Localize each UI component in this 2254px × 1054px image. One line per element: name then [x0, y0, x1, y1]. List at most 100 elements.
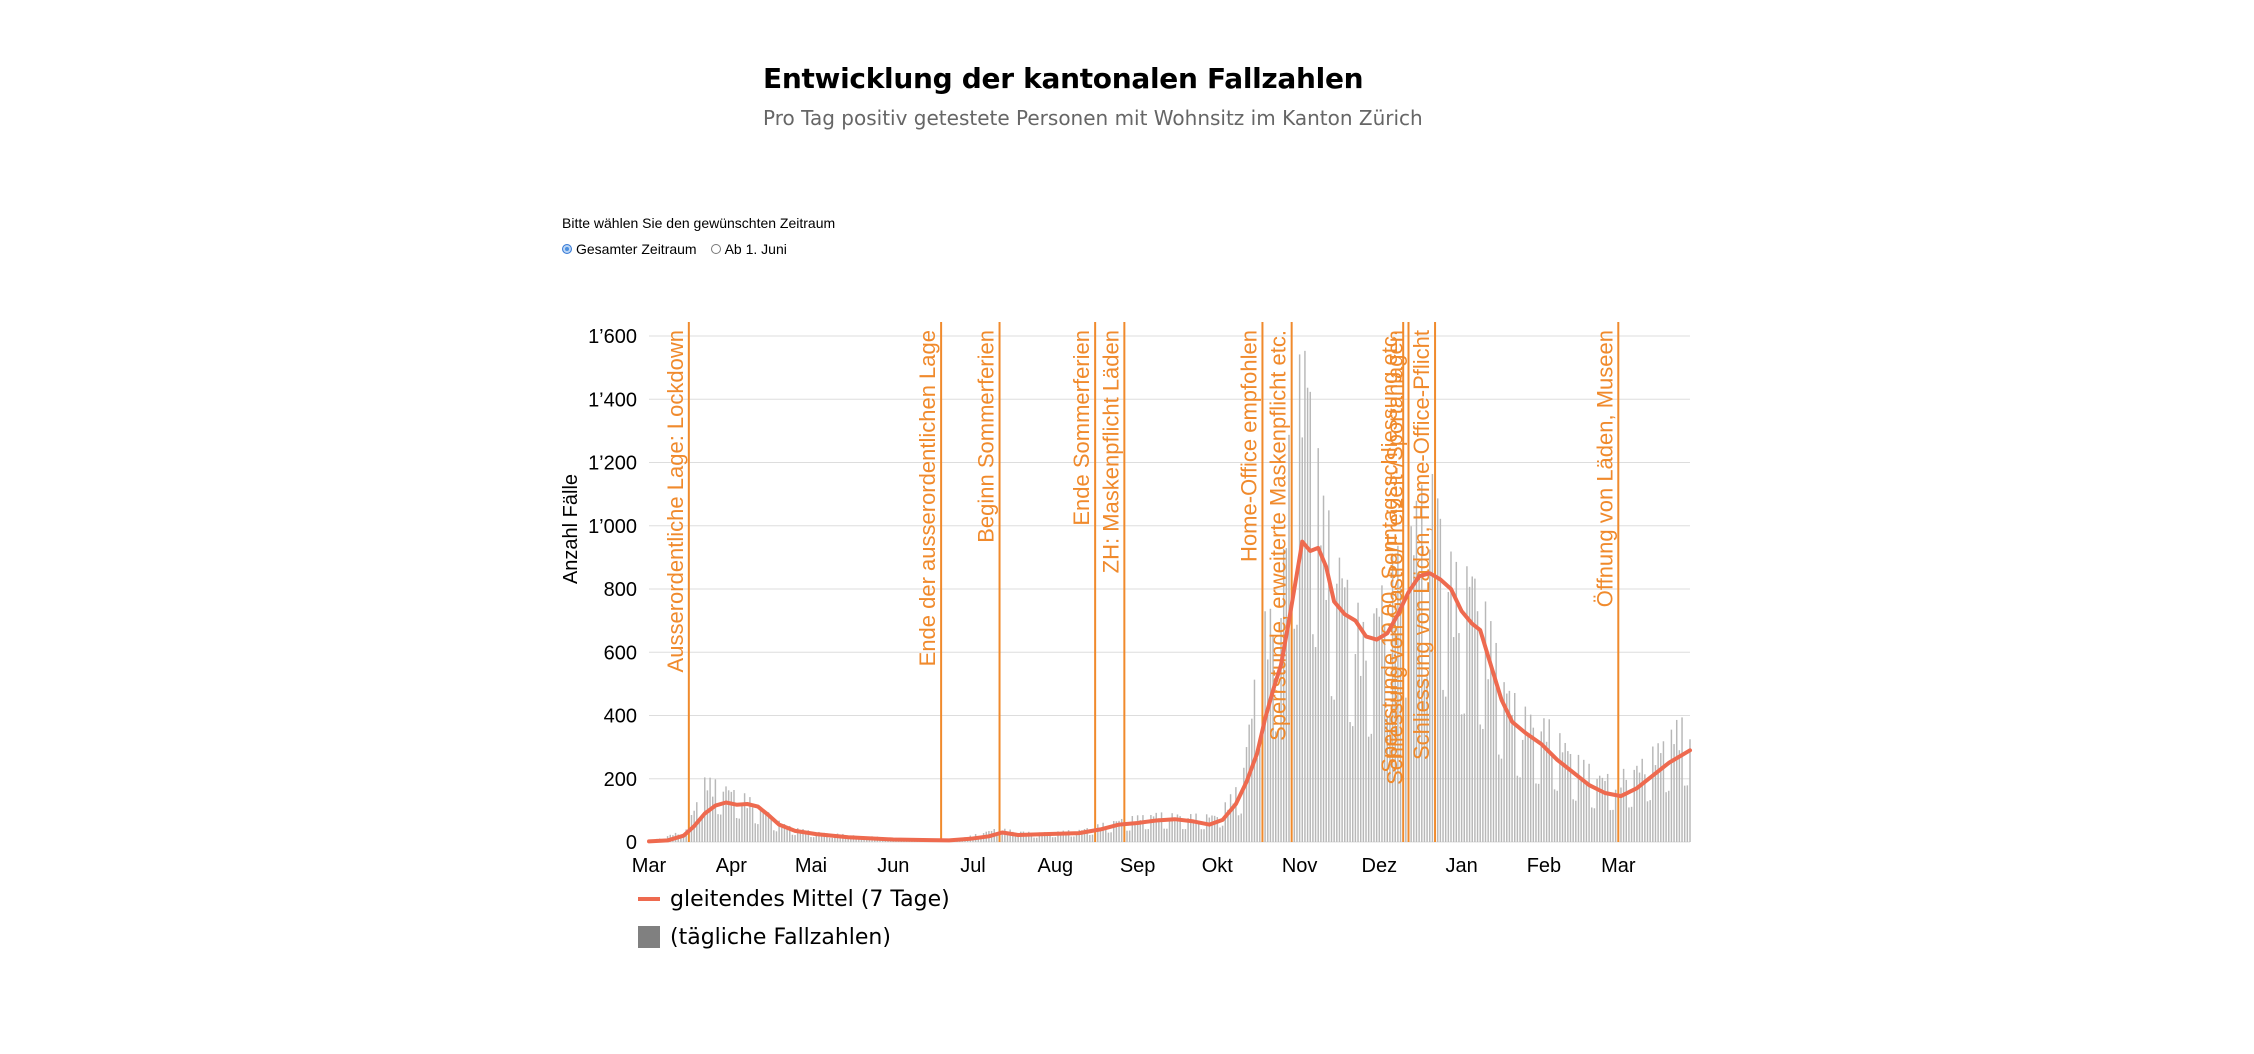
y-tick-label: 1’200	[588, 453, 637, 475]
daily-bar	[1073, 836, 1075, 842]
daily-bar	[1675, 719, 1678, 842]
legend-item-line: gleitendes Mittel (7 Tage)	[638, 880, 950, 918]
daily-bar	[1503, 682, 1505, 842]
daily-bar	[735, 818, 738, 842]
daily-bar	[1375, 608, 1378, 842]
daily-bar	[1399, 588, 1402, 842]
daily-bar	[1089, 834, 1091, 842]
daily-bar	[743, 793, 746, 842]
daily-bar	[1256, 758, 1258, 842]
daily-bar	[730, 791, 733, 842]
daily-bar	[1075, 831, 1078, 842]
daily-bar	[1091, 834, 1094, 842]
annotation-label: ZH: Maskenpflicht Läden	[1098, 330, 1123, 573]
daily-bar	[1325, 599, 1327, 842]
daily-bar	[1245, 747, 1248, 842]
daily-bar	[706, 790, 709, 842]
annotation-label: Home-Office empfohlen	[1236, 330, 1261, 562]
radio-button-full-range[interactable]	[562, 244, 572, 254]
daily-bar	[1381, 585, 1383, 842]
daily-bar	[818, 831, 820, 842]
daily-bar	[1683, 785, 1686, 842]
daily-bar	[1205, 814, 1208, 842]
annotation-label: Beginn Sommerferien	[974, 330, 999, 543]
annotation-label: Sperrstunde 19.00, Sonntagsschliessung e…	[1377, 330, 1402, 773]
daily-bar	[1155, 812, 1157, 842]
daily-bar	[1580, 777, 1582, 842]
daily-bar	[1131, 816, 1134, 842]
daily-bar	[1495, 642, 1497, 842]
daily-bar	[1322, 495, 1325, 842]
daily-bar	[1107, 832, 1110, 842]
daily-bar	[733, 789, 735, 842]
daily-bar	[1429, 549, 1431, 842]
daily-bar	[1099, 828, 1102, 842]
daily-bar	[1025, 832, 1027, 842]
daily-bar	[1394, 620, 1396, 842]
daily-bar	[1330, 696, 1333, 842]
daily-bar	[1211, 815, 1213, 842]
daily-bar	[1208, 817, 1211, 842]
daily-bar	[1336, 583, 1338, 842]
daily-bar	[1657, 743, 1659, 842]
x-tick-label: Jan	[1445, 855, 1477, 877]
y-tick-label: 400	[604, 706, 637, 728]
daily-bar	[1306, 387, 1309, 842]
annotation-label: Ende Sommerferien	[1069, 330, 1094, 526]
daily-bar	[1174, 817, 1176, 842]
y-tick-label: 1’000	[588, 516, 637, 538]
daily-bar	[980, 837, 982, 842]
daily-bar	[1086, 828, 1088, 842]
daily-bar	[1678, 750, 1681, 842]
daily-bar	[1184, 829, 1187, 842]
daily-bar	[1373, 613, 1375, 842]
daily-bar	[1468, 586, 1471, 842]
daily-bar	[1221, 825, 1224, 842]
daily-bar	[1670, 729, 1673, 842]
daily-bar	[799, 830, 802, 842]
daily-bar	[1314, 647, 1317, 842]
radio-option-from-june[interactable]: Ab 1. Juni	[710, 241, 787, 257]
daily-bar	[1041, 834, 1043, 842]
radio-option-full-range[interactable]: Gesamter Zeitraum	[562, 241, 697, 257]
daily-bar	[1559, 733, 1561, 842]
daily-bar	[1359, 675, 1362, 842]
legend-label-line: gleitendes Mittel (7 Tage)	[670, 886, 950, 912]
daily-bar	[1269, 608, 1272, 842]
daily-bar	[1450, 551, 1452, 842]
daily-bar	[1219, 827, 1221, 842]
daily-bar	[1142, 815, 1144, 842]
daily-bar	[1652, 746, 1654, 842]
daily-bar	[820, 833, 823, 842]
daily-bar	[1513, 693, 1516, 842]
legend-item-bars: (tägliche Fallzahlen)	[638, 918, 950, 956]
chart-title: Entwicklung der kantonalen Fallzahlen	[763, 62, 1364, 95]
daily-bar	[1442, 689, 1444, 842]
daily-bar	[789, 825, 791, 842]
y-tick-label: 600	[604, 642, 637, 664]
daily-bar	[1540, 731, 1543, 842]
daily-bar	[1458, 633, 1460, 842]
daily-bar	[701, 815, 703, 842]
daily-bar	[1609, 810, 1612, 842]
daily-bar	[1105, 826, 1107, 842]
daily-bar	[1431, 473, 1434, 842]
daily-bar	[1397, 545, 1399, 842]
daily-bar	[1439, 518, 1442, 842]
daily-bar	[828, 837, 831, 842]
daily-bar	[1179, 816, 1181, 842]
daily-bar	[1017, 836, 1019, 842]
y-tick-label: 1’400	[588, 389, 637, 411]
daily-bar	[714, 779, 717, 842]
annotation-label: Ende der ausserordentlichen Lage	[915, 330, 940, 666]
daily-bar	[868, 839, 871, 842]
daily-bar	[749, 797, 751, 842]
daily-bar	[1248, 724, 1250, 842]
daily-bar	[1476, 611, 1479, 842]
daily-bar	[1511, 714, 1513, 842]
daily-bar	[1625, 779, 1627, 842]
daily-bar	[1588, 763, 1590, 842]
radio-button-from-june[interactable]	[710, 244, 721, 254]
daily-bar	[866, 839, 868, 842]
daily-bar	[682, 836, 685, 842]
